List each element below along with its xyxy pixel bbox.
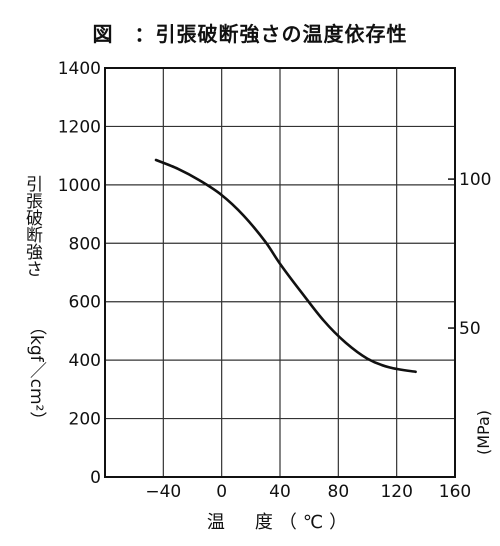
x-tick-label: 160: [439, 482, 471, 502]
x-tick-label: 0: [216, 482, 227, 502]
y-tick-label: 0: [90, 468, 101, 488]
y2-tick-label: 100: [459, 170, 491, 190]
series-line: [154, 158, 417, 374]
plot-frame: [104, 67, 456, 478]
chart-title: 図 ：引張破断強さの温度依存性: [92, 22, 408, 46]
y-axis-label: 引張破断強さ: [22, 175, 42, 277]
x-tick-label: 40: [269, 482, 291, 502]
y-tick-label: 400: [69, 351, 101, 371]
x-axis-label: 温 度（℃）: [206, 512, 354, 533]
x-tick-label: 80: [328, 482, 350, 502]
y-tick-label: 1200: [58, 117, 101, 137]
y-tick-label: 1400: [58, 59, 101, 79]
y-tick-label: 200: [69, 410, 101, 430]
y2-tick-label: 50: [459, 319, 481, 339]
x-tick-label: 120: [380, 482, 412, 502]
x-tick-label: −40: [145, 482, 181, 502]
y-axis-unit-label: （kgf／cm²）: [26, 318, 46, 429]
y2-axis-label: (MPa): [474, 409, 493, 455]
y-tick-label: 1000: [58, 176, 101, 196]
y-tick-label: 600: [69, 293, 101, 313]
y-tick-label: 800: [69, 234, 101, 254]
